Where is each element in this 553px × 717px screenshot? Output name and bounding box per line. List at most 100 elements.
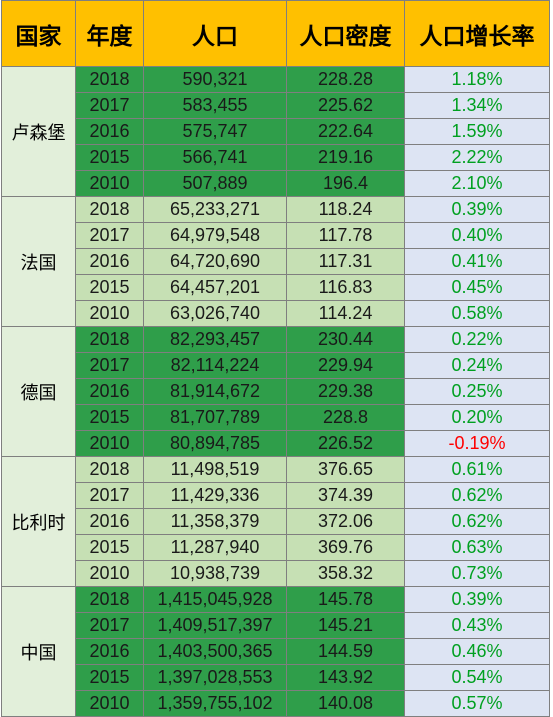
growth-rate-cell: 0.54% bbox=[404, 664, 550, 691]
population-cell: 590,321 bbox=[143, 66, 287, 93]
table-row: 2010 10,938,739 358.32 0.73% bbox=[2, 560, 550, 587]
growth-rate-cell: 2.10% bbox=[404, 170, 550, 197]
table-row: 2015 64,457,201 116.83 0.45% bbox=[2, 274, 550, 301]
growth-rate-cell: 0.57% bbox=[404, 690, 550, 717]
density-cell: 376.65 bbox=[286, 456, 405, 483]
population-cell: 10,938,739 bbox=[143, 560, 287, 587]
growth-rate-cell: 1.34% bbox=[404, 92, 550, 119]
year-cell: 2018 bbox=[75, 196, 144, 223]
density-cell: 145.21 bbox=[286, 612, 405, 639]
population-cell: 11,287,940 bbox=[143, 534, 287, 561]
growth-rate-cell: 0.58% bbox=[404, 300, 550, 327]
year-cell: 2017 bbox=[75, 482, 144, 509]
growth-rate-cell: 0.24% bbox=[404, 352, 550, 379]
year-cell: 2015 bbox=[75, 274, 144, 301]
table-row: 卢森堡 2018 590,321 228.28 1.18% bbox=[1, 66, 550, 197]
population-cell: 1,415,045,928 bbox=[143, 586, 287, 613]
table-row: 2016 575,747 222.64 1.59% bbox=[2, 118, 550, 145]
density-cell: 143.92 bbox=[286, 664, 405, 691]
country-cell: 法国 bbox=[1, 196, 76, 327]
density-cell: 230.44 bbox=[286, 326, 405, 353]
header-country: 国家 bbox=[1, 0, 76, 67]
table-row: 2010 1,359,755,102 140.08 0.57% bbox=[2, 690, 550, 717]
header-density: 人口密度 bbox=[286, 0, 405, 67]
growth-rate-cell: 0.43% bbox=[404, 612, 550, 639]
year-cell: 2010 bbox=[75, 690, 144, 717]
population-cell: 507,889 bbox=[143, 170, 287, 197]
population-cell: 11,358,379 bbox=[143, 508, 287, 535]
table-row: 2017 64,979,548 117.78 0.40% bbox=[2, 222, 550, 249]
year-cell: 2016 bbox=[75, 638, 144, 665]
population-cell: 11,429,336 bbox=[143, 482, 287, 509]
density-cell: 116.83 bbox=[286, 274, 405, 301]
year-cell: 2010 bbox=[75, 560, 144, 587]
table-row: 2016 11,358,379 372.06 0.62% bbox=[2, 508, 550, 535]
growth-rate-cell: 0.39% bbox=[404, 586, 550, 613]
density-cell: 118.24 bbox=[286, 196, 405, 223]
growth-rate-cell: 0.63% bbox=[404, 534, 550, 561]
population-cell: 64,720,690 bbox=[143, 248, 287, 275]
population-cell: 64,457,201 bbox=[143, 274, 287, 301]
header-population: 人口 bbox=[143, 0, 287, 67]
growth-rate-cell: 1.18% bbox=[404, 66, 550, 93]
year-cell: 2018 bbox=[75, 66, 144, 93]
population-cell: 1,397,028,553 bbox=[143, 664, 287, 691]
header-growth-rate: 人口增长率 bbox=[404, 0, 550, 67]
year-cell: 2018 bbox=[75, 326, 144, 353]
table-row: 2016 81,914,672 229.38 0.25% bbox=[2, 378, 550, 405]
population-cell: 11,498,519 bbox=[143, 456, 287, 483]
year-cell: 2010 bbox=[75, 430, 144, 457]
table-row: 法国 2018 65,233,271 118.24 0.39% bbox=[1, 196, 550, 327]
country-cell: 比利时 bbox=[1, 456, 76, 587]
population-cell: 80,894,785 bbox=[143, 430, 287, 457]
year-cell: 2015 bbox=[75, 144, 144, 171]
population-cell: 1,403,500,365 bbox=[143, 638, 287, 665]
growth-rate-cell: 0.40% bbox=[404, 222, 550, 249]
population-cell: 82,293,457 bbox=[143, 326, 287, 353]
table-row: 2010 80,894,785 226.52 -0.19% bbox=[2, 430, 550, 457]
density-cell: 144.59 bbox=[286, 638, 405, 665]
growth-rate-cell: 0.62% bbox=[404, 508, 550, 535]
density-cell: 114.24 bbox=[286, 300, 405, 327]
table-body: 卢森堡 2018 590,321 228.28 1.18% 2017 583,455 225.… bbox=[1, 66, 550, 717]
table-row: 2016 64,720,690 117.31 0.41% bbox=[2, 248, 550, 275]
density-cell: 226.52 bbox=[286, 430, 405, 457]
density-cell: 358.32 bbox=[286, 560, 405, 587]
country-cell: 中国 bbox=[1, 586, 76, 717]
year-cell: 2017 bbox=[75, 92, 144, 119]
table-row: 2010 507,889 196.4 2.10% bbox=[2, 170, 550, 197]
population-cell: 64,979,548 bbox=[143, 222, 287, 249]
year-cell: 2016 bbox=[75, 378, 144, 405]
year-cell: 2010 bbox=[75, 300, 144, 327]
density-cell: 222.64 bbox=[286, 118, 405, 145]
density-cell: 117.78 bbox=[286, 222, 405, 249]
growth-rate-cell: 0.41% bbox=[404, 248, 550, 275]
density-cell: 229.94 bbox=[286, 352, 405, 379]
population-cell: 81,707,789 bbox=[143, 404, 287, 431]
density-cell: 374.39 bbox=[286, 482, 405, 509]
growth-rate-cell: 0.45% bbox=[404, 274, 550, 301]
table-row: 2015 81,707,789 228.8 0.20% bbox=[2, 404, 550, 431]
population-cell: 82,114,224 bbox=[143, 352, 287, 379]
growth-rate-cell: 0.61% bbox=[404, 456, 550, 483]
growth-rate-cell: 0.73% bbox=[404, 560, 550, 587]
growth-rate-cell: 2.22% bbox=[404, 144, 550, 171]
year-cell: 2016 bbox=[75, 508, 144, 535]
density-cell: 372.06 bbox=[286, 508, 405, 535]
table-row: 2016 1,403,500,365 144.59 0.46% bbox=[2, 638, 550, 665]
table-row: 2015 11,287,940 369.76 0.63% bbox=[2, 534, 550, 561]
table-row: 2017 11,429,336 374.39 0.62% bbox=[2, 482, 550, 509]
year-cell: 2017 bbox=[75, 612, 144, 639]
density-cell: 196.4 bbox=[286, 170, 405, 197]
population-cell: 566,741 bbox=[143, 144, 287, 171]
population-cell: 1,359,755,102 bbox=[143, 690, 287, 717]
density-cell: 228.28 bbox=[286, 66, 405, 93]
density-cell: 225.62 bbox=[286, 92, 405, 119]
density-cell: 117.31 bbox=[286, 248, 405, 275]
growth-rate-cell: 0.62% bbox=[404, 482, 550, 509]
year-cell: 2017 bbox=[75, 352, 144, 379]
density-cell: 219.16 bbox=[286, 144, 405, 171]
table-row: 中国 2018 1,415,045,928 145.78 0.39% bbox=[1, 586, 550, 717]
density-cell: 140.08 bbox=[286, 690, 405, 717]
growth-rate-cell: 1.59% bbox=[404, 118, 550, 145]
